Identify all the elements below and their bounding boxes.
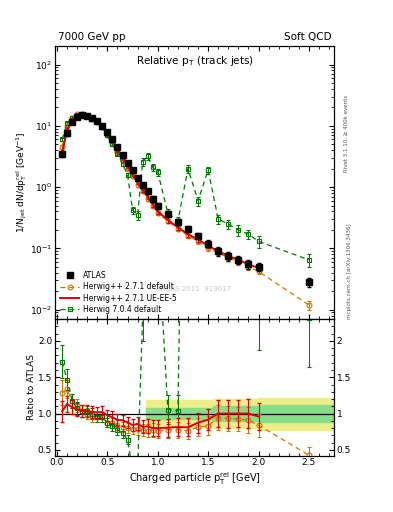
Y-axis label: 1/N$_{\mathrm{jet}}$ dN/dp$_{\mathrm{T}}^{\mathrm{rel}}$ [GeV$^{-1}$]: 1/N$_{\mathrm{jet}}$ dN/dp$_{\mathrm{T}}… [14,132,29,233]
Legend: ATLAS, Herwig++ 2.7.1 default, Herwig++ 2.7.1 UE-EE-5, Herwig 7.0.4 default: ATLAS, Herwig++ 2.7.1 default, Herwig++ … [59,269,178,315]
Text: Relative p$_{\mathrm{T}}$ (track jets): Relative p$_{\mathrm{T}}$ (track jets) [136,54,253,68]
Text: 7000 GeV pp: 7000 GeV pp [58,32,125,42]
Text: Rivet 3.1.10, ≥ 400k events: Rivet 3.1.10, ≥ 400k events [344,95,349,172]
Y-axis label: Ratio to ATLAS: Ratio to ATLAS [28,354,37,420]
Text: mcplots.cern.ch [arXiv:1306.3436]: mcplots.cern.ch [arXiv:1306.3436] [347,224,352,319]
X-axis label: Charged particle p$_{\mathrm{T}}^{\mathrm{rel}}$ [GeV]: Charged particle p$_{\mathrm{T}}^{\mathr… [129,470,261,487]
Text: ATLAS 2011  919017: ATLAS 2011 919017 [158,286,231,292]
Text: Soft QCD: Soft QCD [284,32,331,42]
